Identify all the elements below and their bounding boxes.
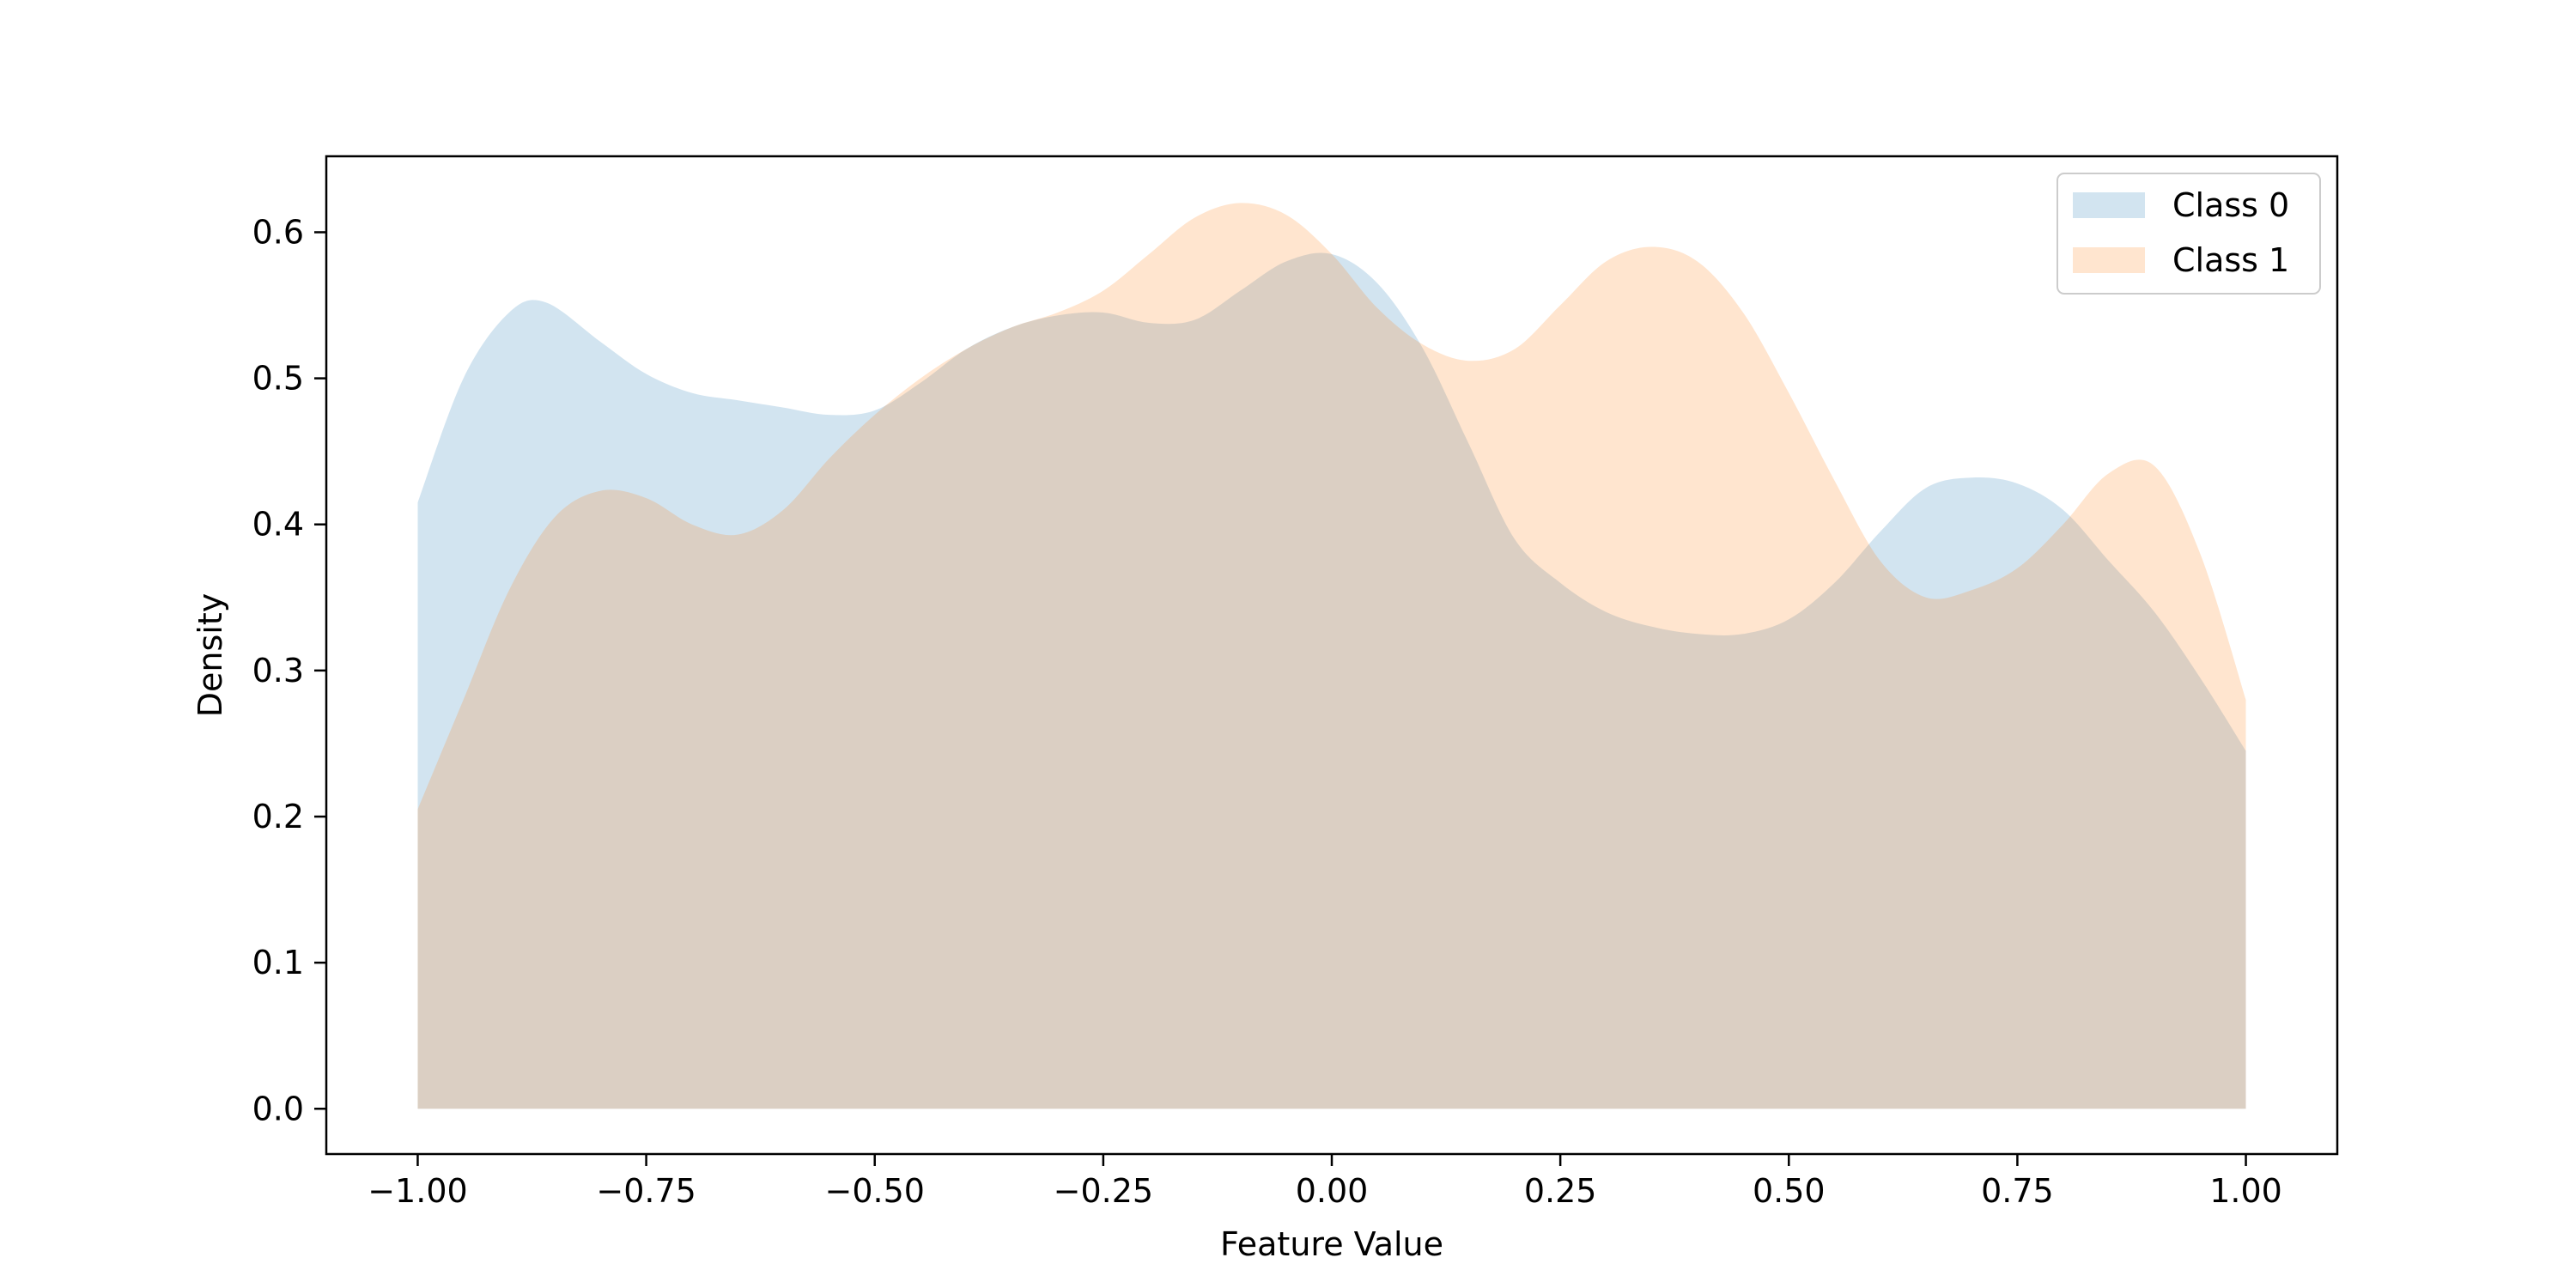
y-tick-label: 0.5	[252, 360, 304, 398]
legend-swatch-0	[2073, 192, 2145, 218]
x-tick-label: 0.00	[1296, 1172, 1369, 1210]
y-axis-ticks: 0.0 0.1 0.2 0.3 0.4 0.5 0.6	[252, 213, 326, 1127]
y-axis-label: Density	[191, 593, 229, 717]
x-tick-label: 0.50	[1753, 1172, 1826, 1210]
x-axis-ticks: −1.00 −0.75 −0.50 −0.25 0.00 0.25 0.50 0.75 1.00	[368, 1154, 2282, 1210]
y-tick-label: 0.3	[252, 652, 304, 690]
x-tick-label: −1.00	[368, 1172, 467, 1210]
area-series-1	[417, 203, 2246, 1109]
legend: Class 0 Class 1	[2057, 173, 2321, 295]
series-areas	[417, 203, 2246, 1109]
x-tick-label: −0.50	[825, 1172, 925, 1210]
x-tick-label: 0.25	[1524, 1172, 1597, 1210]
area-series-0	[417, 252, 2246, 1109]
legend-label-0: Class 0	[2172, 186, 2289, 224]
x-tick-label: 0.75	[1981, 1172, 2054, 1210]
y-tick-label: 0.0	[252, 1090, 304, 1127]
y-tick-label: 0.2	[252, 798, 304, 835]
legend-swatch-1	[2073, 247, 2145, 273]
y-tick-label: 0.1	[252, 944, 304, 981]
legend-label-1: Class 1	[2172, 241, 2289, 279]
x-tick-label: −0.25	[1054, 1172, 1153, 1210]
y-tick-label: 0.6	[252, 213, 304, 251]
x-axis-label: Feature Value	[1220, 1225, 1443, 1263]
x-tick-label: −0.75	[596, 1172, 696, 1210]
y-tick-label: 0.4	[252, 506, 304, 544]
x-tick-label: 1.00	[2209, 1172, 2282, 1210]
legend-box	[2057, 173, 2321, 295]
